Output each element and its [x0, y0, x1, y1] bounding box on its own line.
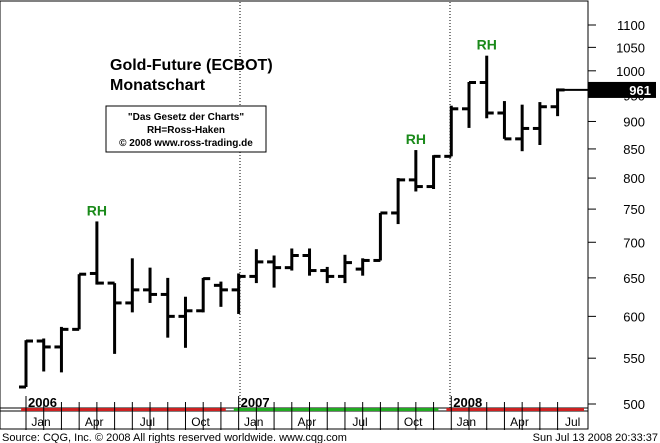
- ohlc-bar: [479, 55, 494, 119]
- ohlc-bar: [178, 296, 193, 348]
- ohlc-bar: [249, 249, 264, 284]
- month-color-strip: [21, 408, 584, 411]
- x-month-label: Apr: [85, 415, 104, 429]
- ohlc-bar: [160, 277, 175, 338]
- y-tick-label: 650: [623, 271, 645, 286]
- last-value-label: 961: [629, 83, 651, 98]
- x-month-label: Apr: [298, 415, 317, 429]
- ohlc-bar: [125, 258, 140, 313]
- rh-annotation: RH: [87, 202, 107, 218]
- x-month-label: Jul: [140, 415, 155, 429]
- ohlc-bar: [267, 255, 282, 288]
- x-month-label: Apr: [510, 415, 529, 429]
- month-strip-segment: [233, 408, 439, 411]
- y-tick-label: 750: [623, 202, 645, 217]
- ohlc-bar: [355, 258, 370, 276]
- plot-frame: [0, 0, 589, 430]
- y-tick-label: 1050: [616, 40, 645, 55]
- month-strip-segment: [446, 408, 584, 411]
- x-month-label: Oct: [404, 415, 423, 429]
- chart-title: Gold-Future (ECBOT): [110, 57, 273, 74]
- annotations: RH RH RH: [87, 37, 497, 219]
- x-month-label: Oct: [191, 415, 210, 429]
- ohlc-bar: [213, 281, 228, 307]
- x-axis: Jan Apr Jul Oct Jan Apr Jul Oct Jan Apr Jul 2006 200…: [25, 395, 580, 430]
- last-value-box: [588, 81, 656, 98]
- info-box: [105, 105, 267, 153]
- ohlc-bar: [72, 272, 87, 331]
- x-month-label: Jul: [352, 415, 367, 429]
- y-tick-label: 850: [623, 142, 645, 157]
- y-tick-label: 1000: [616, 64, 645, 79]
- x-month-label: Jan: [457, 415, 476, 429]
- ohlc-bar: [89, 221, 104, 285]
- x-year-label: 2007: [241, 395, 270, 410]
- x-year-label: 2006: [28, 395, 57, 410]
- ohlc-bar: [532, 102, 547, 145]
- x-month-label: Jan: [244, 415, 263, 429]
- ohlc-bar: [462, 80, 476, 128]
- ohlc-bar: [373, 211, 388, 262]
- ohlc-bar: [408, 150, 423, 192]
- ohlc-bar: [497, 101, 512, 141]
- ohlc-bar: [36, 338, 51, 372]
- ohlc-bar: [337, 254, 352, 284]
- ohlc-bar: [19, 339, 33, 389]
- info-box-line-1: "Das Gesetz der Charts": [128, 112, 244, 123]
- ohlc-bar: [302, 248, 317, 276]
- ohlc-bar: [444, 105, 459, 158]
- ohlc-bars: [19, 55, 565, 389]
- y-tick-label: 800: [623, 171, 645, 186]
- ohlc-bar: [391, 178, 406, 225]
- rh-annotation: RH: [406, 131, 426, 147]
- footer-timestamp: Sun Jul 13 2008 20:33:37: [533, 432, 658, 443]
- ohlc-bar: [426, 154, 441, 190]
- x-month-label: Jan: [31, 415, 50, 429]
- rh-annotation: RH: [477, 37, 497, 53]
- ohlc-bar: [196, 277, 211, 313]
- info-box-line-3: © 2008 www.ross-trading.de: [119, 138, 253, 149]
- y-tick-label: 550: [623, 351, 645, 366]
- y-tick-label: 500: [623, 397, 645, 412]
- ohlc-bar: [143, 267, 158, 303]
- y-tick-label: 600: [623, 309, 645, 324]
- ohlc-bar: [320, 266, 335, 284]
- x-month-label: Jul: [565, 415, 580, 429]
- ohlc-bar: [284, 248, 299, 271]
- footer-source: Source: CQG, Inc. © 2008 All rights rese…: [2, 432, 347, 443]
- ohlc-bar: [231, 273, 246, 314]
- month-strip-segment: [21, 408, 226, 411]
- info-box-line-2: RH=Ross-Haken: [147, 125, 225, 136]
- ohlc-bar: [54, 326, 69, 373]
- last-value-marker: 961: [556, 81, 656, 98]
- chart-subtitle: Monatschart: [110, 77, 206, 94]
- y-axis: 5005506006507007508008509009501000105011…: [587, 2, 645, 412]
- x-year-label: 2008: [453, 395, 482, 410]
- ohlc-bar: [515, 104, 530, 152]
- y-tick-label: 700: [623, 235, 645, 250]
- y-tick-label: 1100: [617, 18, 645, 33]
- ohlc-bar: [107, 281, 122, 354]
- y-tick-label: 900: [623, 114, 645, 129]
